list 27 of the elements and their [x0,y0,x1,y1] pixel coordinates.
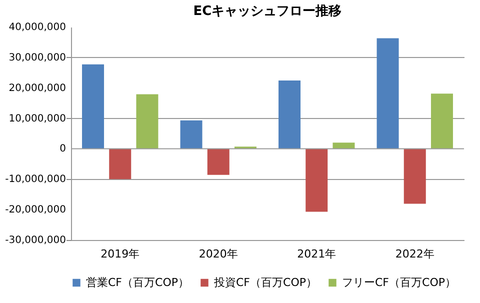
y-tick-label: 20,000,000 [8,82,66,94]
y-tick-label: 0 [60,144,66,155]
bar [332,142,355,149]
y-tick-label: 30,000,000 [8,52,66,64]
x-tick-label: 2020年 [198,248,238,260]
bar [207,148,230,175]
y-tick-label: -30,000,000 [5,235,66,246]
bar [376,38,399,149]
bar [180,120,202,149]
bar [136,94,158,149]
legend-label: フリーCF（百万COP） [342,276,456,289]
y-tick-label: 40,000,000 [8,22,66,33]
bar [82,64,104,149]
bar [109,148,132,180]
y-tick-label: 10,000,000 [8,113,66,124]
legend-label: 営業CF（百万COP） [86,276,189,289]
bar [306,148,328,212]
chart-title: ECキャッシュフロー推移 [193,4,342,19]
legend-label: 投資CF（百万COP） [213,276,317,289]
x-tick-label: 2022年 [395,248,434,260]
bar [430,94,453,149]
y-tick-label: -10,000,000 [5,174,66,186]
x-tick-label: 2021年 [297,248,336,260]
bar [278,80,301,149]
x-tick-label: 2019年 [100,248,140,260]
y-tick-label: -20,000,000 [5,204,66,216]
bar [404,148,426,204]
